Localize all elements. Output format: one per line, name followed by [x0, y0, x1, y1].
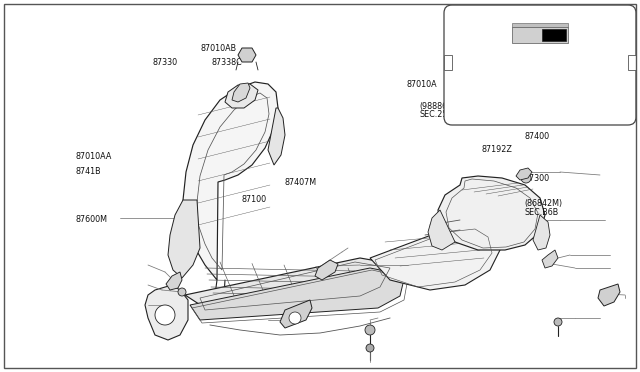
Polygon shape — [512, 27, 568, 43]
Polygon shape — [166, 272, 182, 290]
Polygon shape — [370, 225, 500, 290]
Polygon shape — [315, 260, 338, 280]
Text: 8741B: 8741B — [76, 167, 101, 176]
Polygon shape — [628, 55, 636, 70]
Polygon shape — [268, 108, 285, 165]
Polygon shape — [512, 23, 568, 27]
Polygon shape — [225, 84, 258, 108]
Text: SEC.253: SEC.253 — [419, 110, 452, 119]
Text: 87010AA: 87010AA — [76, 152, 112, 161]
Text: 87600M: 87600M — [76, 215, 108, 224]
Polygon shape — [183, 82, 278, 280]
Polygon shape — [542, 250, 558, 268]
Polygon shape — [428, 210, 455, 250]
FancyBboxPatch shape — [444, 5, 636, 125]
Polygon shape — [238, 48, 256, 62]
Text: (98886): (98886) — [419, 102, 451, 111]
Circle shape — [289, 312, 301, 324]
Text: JB7003X9: JB7003X9 — [571, 19, 614, 28]
Text: 87407M: 87407M — [285, 178, 317, 187]
Polygon shape — [280, 300, 312, 328]
Polygon shape — [444, 55, 452, 70]
Polygon shape — [185, 258, 400, 308]
Polygon shape — [190, 268, 405, 320]
Polygon shape — [168, 200, 200, 278]
Polygon shape — [598, 284, 620, 306]
Text: 87100: 87100 — [242, 195, 267, 203]
Circle shape — [521, 173, 531, 183]
Text: 87300: 87300 — [525, 174, 550, 183]
Text: SEC.B6B: SEC.B6B — [525, 208, 559, 217]
Text: 87400: 87400 — [525, 132, 550, 141]
Text: 87010A: 87010A — [406, 80, 437, 89]
Text: 87330: 87330 — [152, 58, 177, 67]
Text: (86842M): (86842M) — [525, 199, 563, 208]
Text: 87192Z: 87192Z — [481, 145, 512, 154]
Text: 87338C: 87338C — [211, 58, 242, 67]
Circle shape — [554, 318, 562, 326]
Polygon shape — [533, 215, 550, 250]
Polygon shape — [232, 83, 250, 102]
Polygon shape — [516, 168, 532, 180]
Polygon shape — [145, 285, 188, 340]
Circle shape — [366, 344, 374, 352]
Circle shape — [365, 325, 375, 335]
Circle shape — [155, 305, 175, 325]
Polygon shape — [542, 29, 566, 41]
Circle shape — [178, 288, 186, 296]
Text: 87010AB: 87010AB — [201, 44, 237, 53]
Polygon shape — [438, 176, 545, 250]
